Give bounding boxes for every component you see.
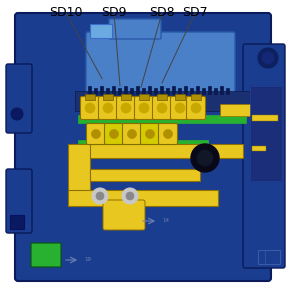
Bar xyxy=(139,94,149,100)
FancyBboxPatch shape xyxy=(86,124,106,144)
Bar xyxy=(250,86,282,181)
FancyBboxPatch shape xyxy=(152,96,172,120)
Circle shape xyxy=(157,103,167,113)
Bar xyxy=(100,86,103,94)
FancyBboxPatch shape xyxy=(170,96,190,120)
Bar xyxy=(85,94,95,100)
FancyBboxPatch shape xyxy=(104,124,124,144)
FancyBboxPatch shape xyxy=(134,96,154,120)
FancyBboxPatch shape xyxy=(116,96,136,120)
Bar xyxy=(94,88,97,94)
Bar xyxy=(191,94,201,100)
Bar xyxy=(166,88,169,94)
Text: SD9: SD9 xyxy=(101,6,127,19)
Bar xyxy=(112,86,115,94)
Text: 19: 19 xyxy=(84,257,91,262)
Bar xyxy=(220,86,223,94)
Bar xyxy=(68,144,243,158)
Text: SD10: SD10 xyxy=(49,6,83,19)
Bar xyxy=(88,86,91,94)
Circle shape xyxy=(110,130,118,138)
Bar xyxy=(130,88,133,94)
Circle shape xyxy=(197,150,213,166)
Circle shape xyxy=(103,103,113,113)
Bar xyxy=(226,88,229,94)
Circle shape xyxy=(164,130,172,138)
FancyBboxPatch shape xyxy=(187,96,206,120)
FancyBboxPatch shape xyxy=(243,44,285,268)
Circle shape xyxy=(191,103,201,113)
FancyBboxPatch shape xyxy=(140,124,160,144)
FancyBboxPatch shape xyxy=(158,124,178,144)
Text: SD7: SD7 xyxy=(182,6,208,19)
Circle shape xyxy=(92,188,108,204)
Circle shape xyxy=(11,108,23,120)
Bar xyxy=(208,86,211,94)
FancyBboxPatch shape xyxy=(6,169,32,233)
FancyBboxPatch shape xyxy=(103,200,145,230)
FancyBboxPatch shape xyxy=(80,96,100,120)
Bar xyxy=(265,250,280,264)
Bar xyxy=(118,88,121,94)
FancyBboxPatch shape xyxy=(15,13,271,281)
Bar xyxy=(252,115,278,121)
Bar xyxy=(103,94,113,100)
FancyBboxPatch shape xyxy=(86,32,235,100)
Bar xyxy=(220,104,250,116)
Bar xyxy=(190,88,193,94)
Circle shape xyxy=(258,48,278,68)
FancyBboxPatch shape xyxy=(31,243,61,267)
Circle shape xyxy=(128,130,136,138)
Bar xyxy=(121,94,131,100)
Circle shape xyxy=(262,52,274,64)
Bar xyxy=(136,86,139,94)
Bar xyxy=(90,169,200,181)
Text: SD8: SD8 xyxy=(149,6,175,19)
Circle shape xyxy=(121,103,131,113)
FancyBboxPatch shape xyxy=(98,96,118,120)
Bar xyxy=(90,24,112,38)
Bar xyxy=(202,88,205,94)
Circle shape xyxy=(175,103,185,113)
Bar xyxy=(160,86,163,94)
Bar xyxy=(78,115,246,123)
Bar xyxy=(68,190,218,206)
Bar xyxy=(178,88,181,94)
Bar xyxy=(68,144,90,206)
Circle shape xyxy=(96,192,104,200)
Bar xyxy=(258,250,280,264)
Bar xyxy=(106,88,109,94)
Circle shape xyxy=(139,103,149,113)
FancyBboxPatch shape xyxy=(122,124,142,144)
Bar xyxy=(184,86,187,94)
Bar xyxy=(124,86,127,94)
Bar xyxy=(75,91,253,111)
Bar xyxy=(148,86,151,94)
Text: 14: 14 xyxy=(162,218,169,223)
Circle shape xyxy=(92,130,100,138)
Bar xyxy=(154,88,157,94)
Circle shape xyxy=(85,103,95,113)
Circle shape xyxy=(126,192,134,200)
Circle shape xyxy=(122,188,138,204)
Bar xyxy=(196,86,199,94)
Circle shape xyxy=(146,130,154,138)
Bar xyxy=(142,88,145,94)
Bar xyxy=(172,86,175,94)
Bar xyxy=(252,146,266,151)
FancyBboxPatch shape xyxy=(6,64,32,133)
Bar xyxy=(214,88,217,94)
FancyBboxPatch shape xyxy=(109,19,161,39)
Bar xyxy=(10,215,24,229)
Circle shape xyxy=(191,144,219,172)
Bar xyxy=(250,86,282,181)
Bar xyxy=(78,140,208,148)
Bar xyxy=(175,94,185,100)
Bar xyxy=(157,94,167,100)
